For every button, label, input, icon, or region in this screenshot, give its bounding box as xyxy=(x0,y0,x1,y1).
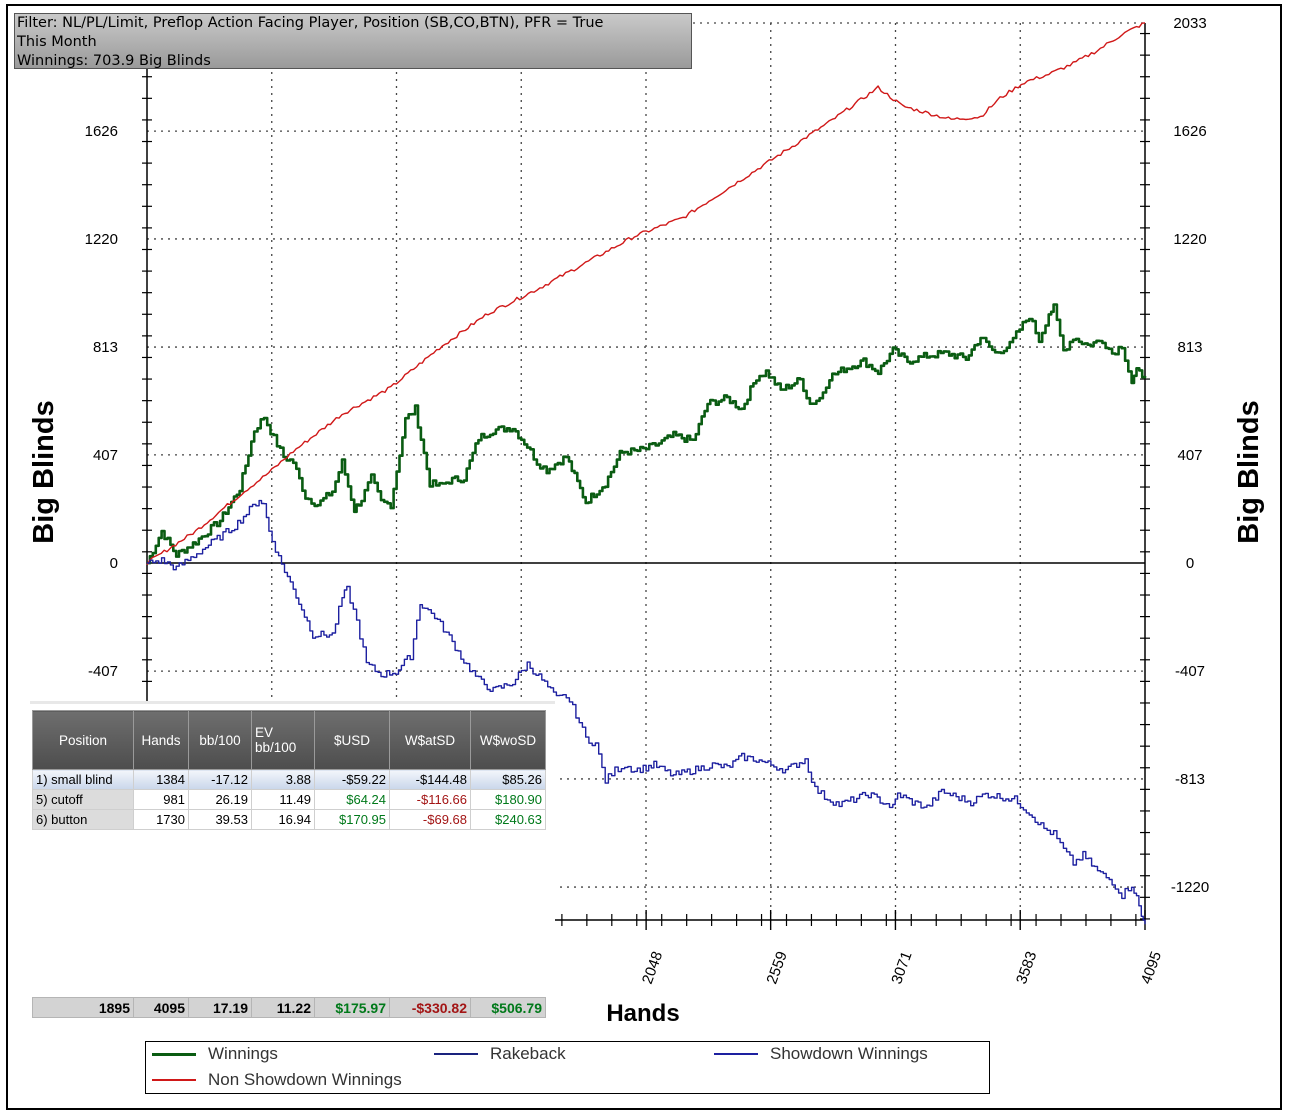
y-tick-label-left: 1626 xyxy=(85,123,118,140)
total-usd: $175.97 xyxy=(314,997,390,1018)
table-row[interactable]: 6) button 1730 39.53 16.94 $170.95 -$69.68 $24… xyxy=(32,809,546,830)
winnings-summary: Winnings: 703.9 Big Blinds xyxy=(17,53,211,69)
cell-wsd: -$69.68 xyxy=(389,809,471,830)
legend-label-winnings: Winnings xyxy=(208,1044,278,1063)
y-tick-label-right: -407 xyxy=(1175,663,1205,680)
legend-item-winnings: Winnings xyxy=(152,1043,278,1065)
col-header-ev-bb100[interactable]: EV bb/100 xyxy=(251,710,315,770)
series-showdown xyxy=(147,499,1146,925)
cell-bb100: 26.19 xyxy=(188,789,252,810)
cell-ev-bb100: 3.88 xyxy=(251,769,315,790)
cell-usd: -$59.22 xyxy=(314,769,390,790)
y-tick-label-left: -407 xyxy=(88,663,118,680)
total-ev-bb100: 11.22 xyxy=(251,997,315,1018)
total-positions: 1895 xyxy=(32,997,134,1018)
x-tick-label: 3583 xyxy=(1013,949,1040,986)
series-non-showdown xyxy=(146,22,1146,566)
col-header-position[interactable]: Position xyxy=(32,710,134,770)
cell-position: 6) button xyxy=(32,809,134,830)
period-text: This Month xyxy=(17,34,97,50)
table-row[interactable]: 1) small blind 1384 -17.12 3.88 -$59.22 -$144… xyxy=(32,769,546,790)
cell-wsd: -$144.48 xyxy=(389,769,471,790)
total-wsd: -$330.82 xyxy=(389,997,471,1018)
legend-item-rakeback: Rakeback xyxy=(434,1043,566,1065)
cell-hands: 981 xyxy=(133,789,189,810)
series-winnings xyxy=(147,303,1147,565)
x-tick-label: 3071 xyxy=(888,949,915,986)
cell-bb100: 39.53 xyxy=(188,809,252,830)
y-tick-label-left: 813 xyxy=(93,339,118,356)
cell-usd: $64.24 xyxy=(314,789,390,810)
col-header-bb100[interactable]: bb/100 xyxy=(188,710,252,770)
table-row[interactable]: 5) cutoff 981 26.19 11.49 $64.24 -$116.66 $180… xyxy=(32,789,546,810)
y-tick-label-right: -1220 xyxy=(1171,879,1209,896)
y-tick-label-right: 1626 xyxy=(1173,123,1206,140)
chart-legend: Winnings Rakeback Showdown Winnings Non … xyxy=(145,1041,990,1094)
x-axis-label: Hands xyxy=(606,1000,679,1027)
legend-item-non-showdown: Non Showdown Winnings xyxy=(152,1069,402,1091)
cell-ev-bb100: 11.49 xyxy=(251,789,315,810)
y-tick-label-left: 0 xyxy=(110,555,118,572)
cell-bb100: -17.12 xyxy=(188,769,252,790)
chart-frame xyxy=(6,4,1282,1110)
cell-hands: 1730 xyxy=(133,809,189,830)
total-hands: 4095 xyxy=(133,997,189,1018)
x-tick-label: 2559 xyxy=(763,949,790,986)
series-layer xyxy=(146,22,1147,925)
cell-wsd: -$116.66 xyxy=(389,789,471,810)
y-tick-label-right: 0 xyxy=(1186,555,1194,572)
legend-swatch-rakeback xyxy=(434,1053,478,1055)
legend-swatch-winnings xyxy=(152,1052,196,1056)
filter-summary-box: Filter: NL/PL/Limit, Preflop Action Faci… xyxy=(14,13,692,69)
cell-position: 1) small blind xyxy=(32,769,134,790)
cell-wwosd: $240.63 xyxy=(470,809,546,830)
y-axis-label-right: Big Blinds xyxy=(1233,400,1265,543)
legend-label-showdown: Showdown Winnings xyxy=(770,1044,928,1063)
position-stats-table: Position Hands bb/100 EV bb/100 $USD W$a… xyxy=(32,710,546,830)
y-tick-label-left: 407 xyxy=(93,447,118,464)
col-header-hands[interactable]: Hands xyxy=(133,710,189,770)
legend-label-rakeback: Rakeback xyxy=(490,1044,566,1063)
y-tick-label-right: -813 xyxy=(1175,771,1205,788)
position-stats-panel: Position Hands bb/100 EV bb/100 $USD W$a… xyxy=(30,701,555,1022)
legend-swatch-non-showdown xyxy=(152,1079,196,1081)
total-wwosd: $506.79 xyxy=(470,997,546,1018)
legend-item-showdown: Showdown Winnings xyxy=(714,1043,928,1065)
x-tick-label: 4095 xyxy=(1138,949,1165,986)
y-tick-label-right: 407 xyxy=(1177,447,1202,464)
y-axis-label-left: Big Blinds xyxy=(28,400,60,543)
legend-label-non-showdown: Non Showdown Winnings xyxy=(208,1070,402,1089)
cell-usd: $170.95 xyxy=(314,809,390,830)
y-tick-label-right: 813 xyxy=(1177,339,1202,356)
cell-wwosd: $85.26 xyxy=(470,769,546,790)
col-header-usd[interactable]: $USD xyxy=(314,710,390,770)
cell-hands: 1384 xyxy=(133,769,189,790)
table-header-row: Position Hands bb/100 EV bb/100 $USD W$a… xyxy=(32,710,546,770)
cell-position: 5) cutoff xyxy=(32,789,134,810)
total-bb100: 17.19 xyxy=(188,997,252,1018)
y-tick-label-left: 1220 xyxy=(85,231,118,248)
y-tick-label-right: 2033 xyxy=(1173,15,1206,32)
y-tick-label-right: 1220 xyxy=(1173,231,1206,248)
cell-ev-bb100: 16.94 xyxy=(251,809,315,830)
filter-text: Filter: NL/PL/Limit, Preflop Action Faci… xyxy=(17,15,604,31)
cell-wwosd: $180.90 xyxy=(470,789,546,810)
col-header-wwosd[interactable]: W$woSD xyxy=(470,710,546,770)
x-tick-label: 2048 xyxy=(639,949,666,986)
legend-swatch-showdown xyxy=(714,1053,758,1055)
col-header-wsd[interactable]: W$atSD xyxy=(389,710,471,770)
totals-row: 1895 4095 17.19 11.22 $175.97 -$330.82 $… xyxy=(32,997,546,1018)
